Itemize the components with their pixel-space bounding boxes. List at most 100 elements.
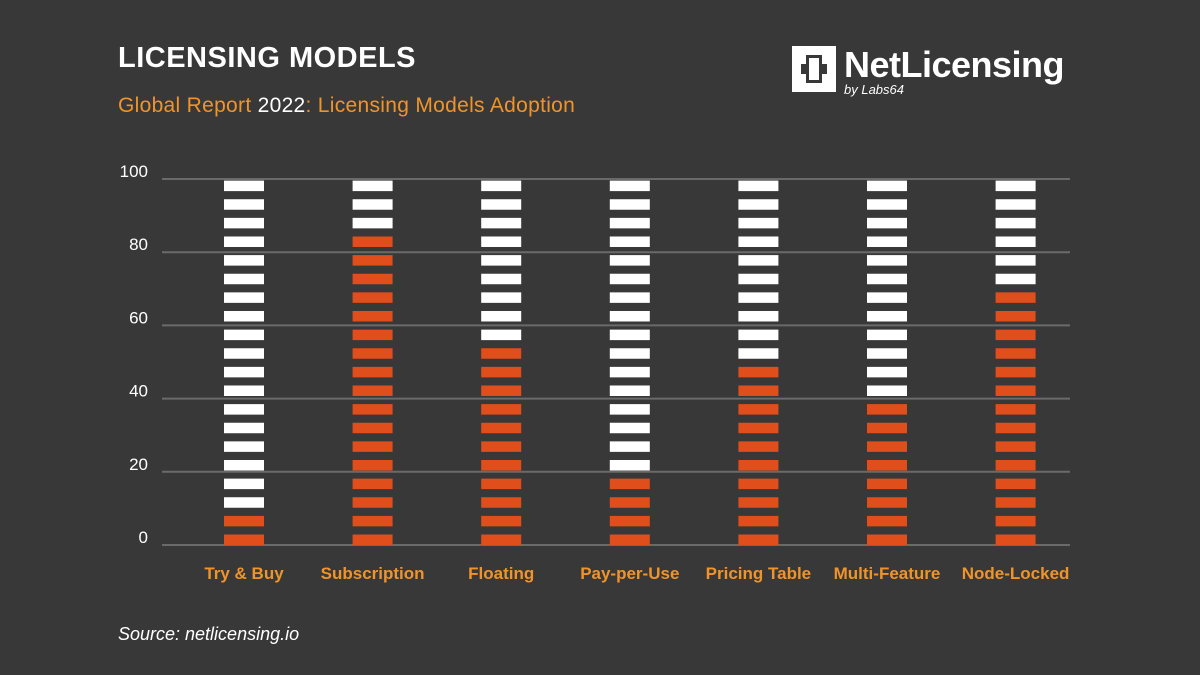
bar-segment-remaining	[224, 292, 264, 303]
bar-segment-remaining	[224, 478, 264, 490]
bar-segment-remaining	[995, 217, 1036, 229]
bar-segment-adopted	[352, 329, 393, 341]
bar-segment-remaining	[224, 404, 264, 415]
bar-segment-adopted	[738, 404, 779, 415]
bar-segment-remaining	[609, 217, 650, 229]
bar-segment-adopted	[481, 478, 522, 490]
bar-segment-remaining	[224, 366, 264, 378]
bar-segment-adopted	[995, 385, 1036, 396]
bar-segment-remaining	[867, 273, 907, 285]
bar-segment-remaining	[867, 292, 907, 303]
bar-segment-remaining	[609, 404, 650, 415]
bar-segment-adopted	[738, 422, 779, 434]
y-tick-label: 0	[139, 528, 148, 547]
bar-segment-remaining	[609, 459, 650, 471]
bar-segment-adopted	[352, 273, 393, 285]
bar-segment-adopted	[352, 385, 393, 396]
bar-segment-adopted	[352, 255, 393, 266]
bar-segment-remaining	[867, 329, 907, 341]
subtitle-prefix: Global Report	[118, 94, 258, 117]
bar-segment-adopted	[867, 459, 907, 471]
bar-segment-adopted	[867, 404, 907, 415]
subtitle-year: 2022	[257, 94, 306, 117]
bar-segment-remaining	[609, 366, 650, 378]
bar-segment-remaining	[609, 199, 650, 210]
bar-segment-adopted	[481, 404, 522, 415]
x-category-label: Subscription	[321, 564, 425, 583]
bar-segment-remaining	[738, 310, 779, 322]
bar-segment-adopted	[481, 534, 522, 545]
bar-segment-remaining	[738, 180, 779, 192]
bar-segment-remaining	[224, 236, 264, 247]
bar-subscription	[352, 180, 393, 545]
bar-segment-adopted	[352, 236, 393, 247]
bar-segment-adopted	[738, 478, 779, 490]
bar-segment-remaining	[867, 348, 907, 359]
bar-segment-remaining	[995, 255, 1036, 266]
bar-segment-adopted	[995, 366, 1036, 378]
bar-segment-remaining	[481, 310, 522, 322]
bar-segment-remaining	[224, 217, 264, 229]
bar-segment-remaining	[481, 273, 522, 285]
bar-segment-remaining	[995, 180, 1036, 192]
bar-segment-adopted	[352, 366, 393, 378]
bar-segment-remaining	[995, 199, 1036, 210]
bar-segment-adopted	[224, 515, 264, 527]
bar-segment-adopted	[995, 534, 1036, 545]
bar-segment-remaining	[481, 255, 522, 266]
netlicensing-logo: NetLicensing by Labs64	[792, 44, 1082, 104]
bar-segment-remaining	[609, 348, 650, 359]
bar-segment-adopted	[352, 497, 393, 508]
bar-segment-adopted	[738, 534, 779, 545]
bar-segment-adopted	[352, 459, 393, 471]
bar-segment-remaining	[609, 236, 650, 247]
bar-segment-adopted	[352, 441, 393, 452]
bar-node-locked	[995, 180, 1036, 545]
bar-segment-remaining	[738, 217, 779, 229]
bar-multi-feature	[867, 180, 907, 545]
bar-segment-remaining	[609, 329, 650, 341]
bar-segment-remaining	[224, 199, 264, 210]
bar-segment-remaining	[609, 255, 650, 266]
bar-segment-adopted	[995, 404, 1036, 415]
logo-name: NetLicensing	[844, 44, 1065, 85]
bar-segment-adopted	[995, 292, 1036, 303]
bar-segment-adopted	[738, 385, 779, 396]
bar-segment-remaining	[609, 385, 650, 396]
bar-segment-adopted	[609, 478, 650, 490]
bar-segment-remaining	[867, 310, 907, 322]
bar-floating	[481, 180, 522, 545]
bar-segment-adopted	[352, 404, 393, 415]
y-tick-label: 40	[129, 382, 148, 401]
source-note: Source: netlicensing.io	[118, 624, 300, 644]
bar-segment-remaining	[224, 310, 264, 322]
bar-segment-adopted	[481, 459, 522, 471]
bar-segment-remaining	[481, 180, 522, 192]
bar-segment-adopted	[738, 459, 779, 471]
bar-segment-adopted	[995, 329, 1036, 341]
bar-segment-remaining	[224, 348, 264, 359]
bar-segment-remaining	[867, 255, 907, 266]
bar-segment-remaining	[481, 236, 522, 247]
bar-segment-adopted	[995, 348, 1036, 359]
bar-segment-adopted	[481, 497, 522, 508]
bar-segment-remaining	[224, 497, 264, 508]
bar-segment-remaining	[481, 292, 522, 303]
bar-segment-remaining	[995, 236, 1036, 247]
bar-segment-adopted	[481, 515, 522, 527]
bar-segment-remaining	[995, 273, 1036, 285]
bar-segment-adopted	[352, 348, 393, 359]
x-category-label: Multi-Feature	[834, 564, 941, 583]
bar-segment-adopted	[867, 441, 907, 452]
bar-segment-adopted	[481, 385, 522, 396]
bar-segment-remaining	[609, 441, 650, 452]
bar-segment-remaining	[481, 217, 522, 229]
bar-segment-adopted	[867, 534, 907, 545]
bar-pricing-table	[738, 180, 779, 545]
bar-segment-remaining	[224, 255, 264, 266]
bar-segment-remaining	[867, 217, 907, 229]
bar-segment-remaining	[867, 366, 907, 378]
bar-segment-adopted	[995, 478, 1036, 490]
bar-segment-remaining	[738, 236, 779, 247]
bar-segment-remaining	[738, 292, 779, 303]
